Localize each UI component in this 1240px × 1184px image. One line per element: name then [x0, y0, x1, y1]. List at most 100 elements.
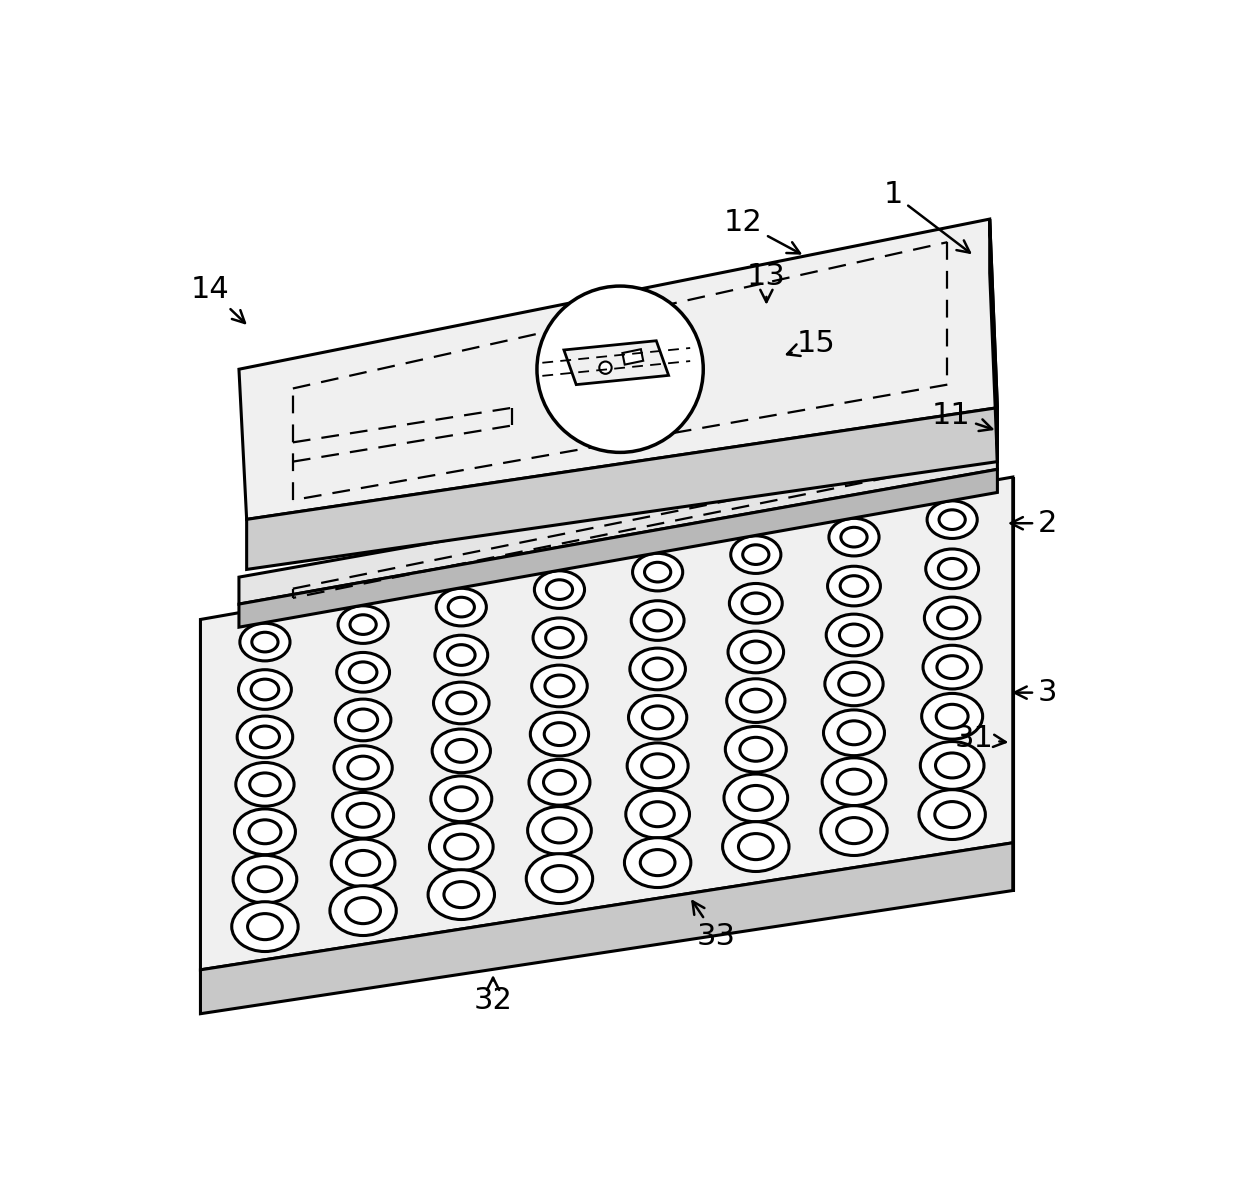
Ellipse shape	[939, 510, 965, 529]
Polygon shape	[239, 219, 997, 520]
Ellipse shape	[232, 902, 298, 952]
Text: 11: 11	[931, 401, 992, 431]
Ellipse shape	[920, 741, 985, 790]
Ellipse shape	[625, 838, 691, 888]
Text: 31: 31	[955, 725, 1006, 753]
Ellipse shape	[626, 790, 689, 838]
Ellipse shape	[236, 762, 294, 806]
Ellipse shape	[446, 693, 476, 714]
Ellipse shape	[728, 631, 784, 673]
Ellipse shape	[627, 742, 688, 789]
Ellipse shape	[921, 694, 982, 739]
Text: 2: 2	[1011, 509, 1058, 538]
Ellipse shape	[534, 571, 584, 609]
Ellipse shape	[641, 802, 675, 826]
Ellipse shape	[436, 588, 486, 626]
Ellipse shape	[434, 682, 489, 723]
Ellipse shape	[823, 710, 884, 755]
Ellipse shape	[935, 802, 970, 828]
Ellipse shape	[821, 805, 887, 856]
Ellipse shape	[919, 790, 986, 839]
Circle shape	[537, 287, 703, 452]
Ellipse shape	[346, 850, 379, 875]
Ellipse shape	[544, 675, 574, 697]
Ellipse shape	[935, 753, 968, 778]
Ellipse shape	[429, 823, 494, 870]
Ellipse shape	[339, 606, 388, 643]
Ellipse shape	[630, 648, 686, 690]
Ellipse shape	[250, 726, 279, 748]
Ellipse shape	[435, 635, 487, 675]
Ellipse shape	[822, 758, 885, 805]
Polygon shape	[622, 349, 644, 365]
Ellipse shape	[742, 641, 770, 663]
Text: 12: 12	[724, 208, 800, 253]
Text: 15: 15	[787, 329, 836, 359]
Ellipse shape	[725, 727, 786, 772]
Ellipse shape	[544, 722, 574, 746]
Ellipse shape	[546, 628, 573, 648]
Ellipse shape	[928, 501, 977, 539]
Ellipse shape	[445, 835, 477, 860]
Ellipse shape	[238, 670, 291, 709]
Ellipse shape	[531, 713, 589, 755]
Ellipse shape	[837, 818, 872, 844]
Ellipse shape	[841, 575, 868, 597]
Text: 32: 32	[474, 978, 512, 1015]
Ellipse shape	[825, 662, 883, 706]
Ellipse shape	[827, 566, 880, 606]
Polygon shape	[247, 407, 997, 570]
Ellipse shape	[350, 662, 377, 683]
Ellipse shape	[645, 562, 671, 583]
Ellipse shape	[547, 580, 573, 599]
Text: 3: 3	[1014, 678, 1058, 707]
Ellipse shape	[248, 867, 281, 892]
Circle shape	[599, 361, 611, 374]
Ellipse shape	[448, 597, 475, 617]
Ellipse shape	[838, 721, 870, 745]
Ellipse shape	[347, 803, 379, 828]
Ellipse shape	[348, 709, 378, 731]
Ellipse shape	[543, 818, 577, 843]
Ellipse shape	[334, 746, 392, 790]
Ellipse shape	[644, 658, 672, 680]
Ellipse shape	[446, 740, 476, 762]
Text: 14: 14	[191, 276, 246, 323]
Ellipse shape	[742, 593, 770, 613]
Ellipse shape	[234, 809, 295, 855]
Polygon shape	[239, 443, 997, 604]
Ellipse shape	[332, 792, 393, 838]
Text: 1: 1	[884, 180, 970, 252]
Ellipse shape	[642, 706, 673, 729]
Ellipse shape	[428, 870, 495, 920]
Ellipse shape	[730, 536, 781, 573]
Ellipse shape	[433, 729, 491, 773]
Ellipse shape	[527, 806, 591, 855]
Polygon shape	[201, 843, 1013, 1014]
Ellipse shape	[348, 757, 378, 779]
Ellipse shape	[249, 773, 280, 796]
Ellipse shape	[937, 656, 967, 678]
Ellipse shape	[641, 754, 673, 778]
Ellipse shape	[939, 559, 966, 579]
Ellipse shape	[739, 834, 774, 860]
Ellipse shape	[239, 623, 290, 661]
Ellipse shape	[631, 600, 684, 641]
Ellipse shape	[739, 785, 773, 810]
Ellipse shape	[532, 665, 588, 707]
Ellipse shape	[826, 614, 882, 656]
Ellipse shape	[542, 866, 577, 892]
Ellipse shape	[743, 545, 769, 565]
Ellipse shape	[740, 689, 771, 712]
Ellipse shape	[330, 886, 397, 935]
Ellipse shape	[337, 652, 389, 693]
Ellipse shape	[543, 771, 575, 794]
Ellipse shape	[445, 787, 477, 811]
Text: 13: 13	[746, 263, 786, 302]
Ellipse shape	[841, 527, 867, 547]
Ellipse shape	[740, 738, 771, 761]
Ellipse shape	[723, 822, 789, 871]
Ellipse shape	[838, 673, 869, 695]
Ellipse shape	[923, 645, 981, 689]
Polygon shape	[564, 341, 668, 385]
